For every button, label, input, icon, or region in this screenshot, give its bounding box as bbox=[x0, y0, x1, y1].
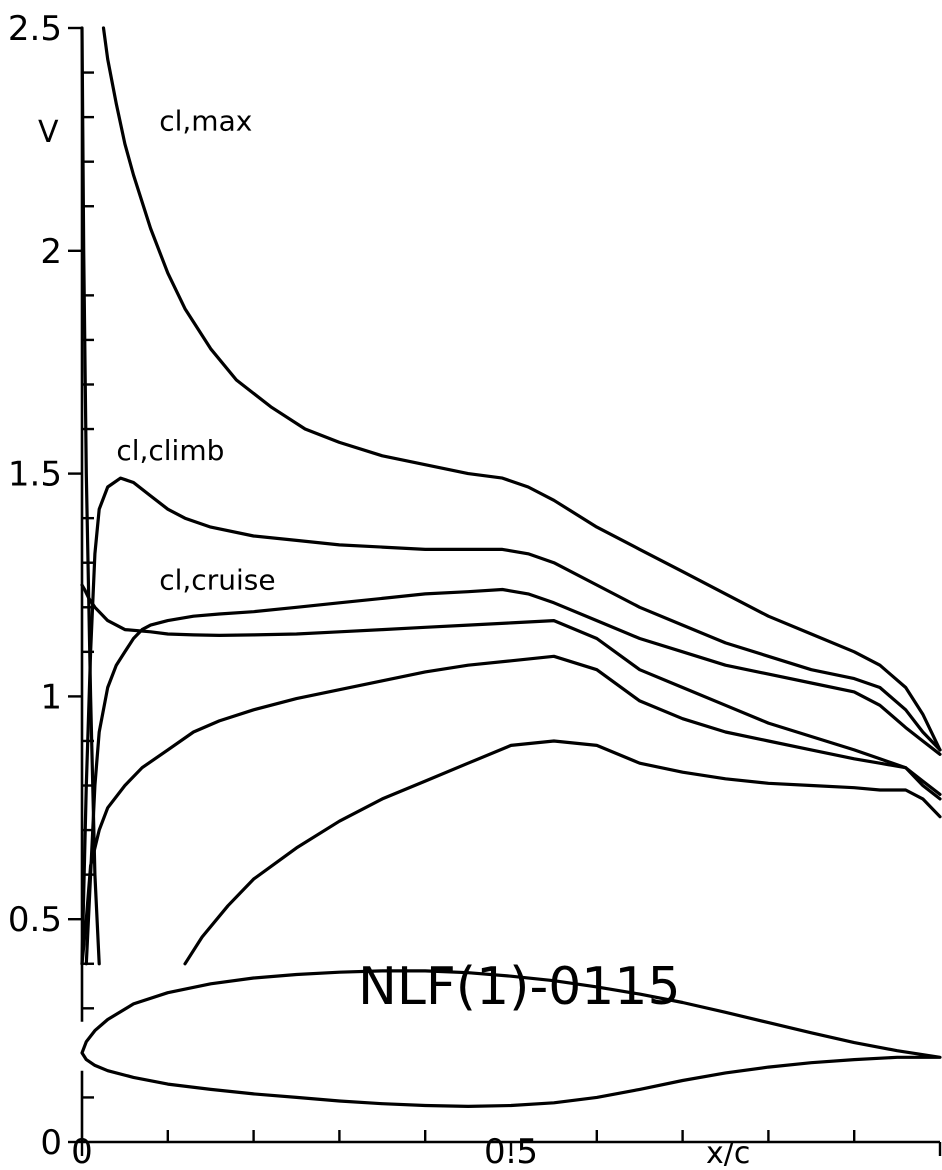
series-line-cl-max-lower bbox=[183, 739, 942, 966]
series-label: cl,cruise bbox=[159, 563, 275, 596]
series-line-cl-max-upper bbox=[101, 26, 942, 752]
series-labels: cl,max cl,climb cl,cruise bbox=[116, 104, 275, 596]
series-line-spike-leading-edge-spike bbox=[80, 26, 101, 966]
x-axis-label: x/c bbox=[706, 1136, 750, 1170]
y-tick-labels: 0 0.5 1 1.5 2 2.5 bbox=[8, 9, 62, 1163]
y-tick-label: 2.5 bbox=[8, 9, 62, 49]
series-line-cl-climb-upper bbox=[80, 476, 942, 966]
series-line-cl-cruise-lower bbox=[80, 654, 942, 966]
velocity-curves bbox=[80, 26, 942, 966]
x-tick-label: 0.5 bbox=[484, 1132, 538, 1170]
y-tick-label: 1 bbox=[40, 677, 62, 717]
y-axis-label: V bbox=[38, 115, 59, 150]
airfoil-shape bbox=[80, 969, 942, 1108]
series-label: cl,climb bbox=[116, 434, 224, 467]
y-tick-label: 0.5 bbox=[8, 900, 62, 940]
series-line-cl-climb-lower bbox=[80, 583, 942, 796]
axes: 00.511.522.5 0 0.5 V x/c bbox=[8, 9, 942, 1170]
airfoil-outline: NLF(1)-0115 bbox=[80, 957, 942, 1108]
series-label: cl,max bbox=[159, 104, 252, 137]
x-tick-label: 0 bbox=[71, 1132, 93, 1170]
y-tick-label: 2 bbox=[40, 232, 62, 272]
y-tick-label: 1.5 bbox=[8, 455, 62, 495]
airfoil-name: NLF(1)-0115 bbox=[358, 957, 681, 1017]
series-line-cl-cruise-upper bbox=[84, 587, 942, 966]
x-tick-labels: 0 0.5 bbox=[71, 1132, 538, 1170]
y-tick-label: 0 bbox=[40, 1123, 62, 1163]
x-ticks bbox=[80, 1130, 942, 1156]
